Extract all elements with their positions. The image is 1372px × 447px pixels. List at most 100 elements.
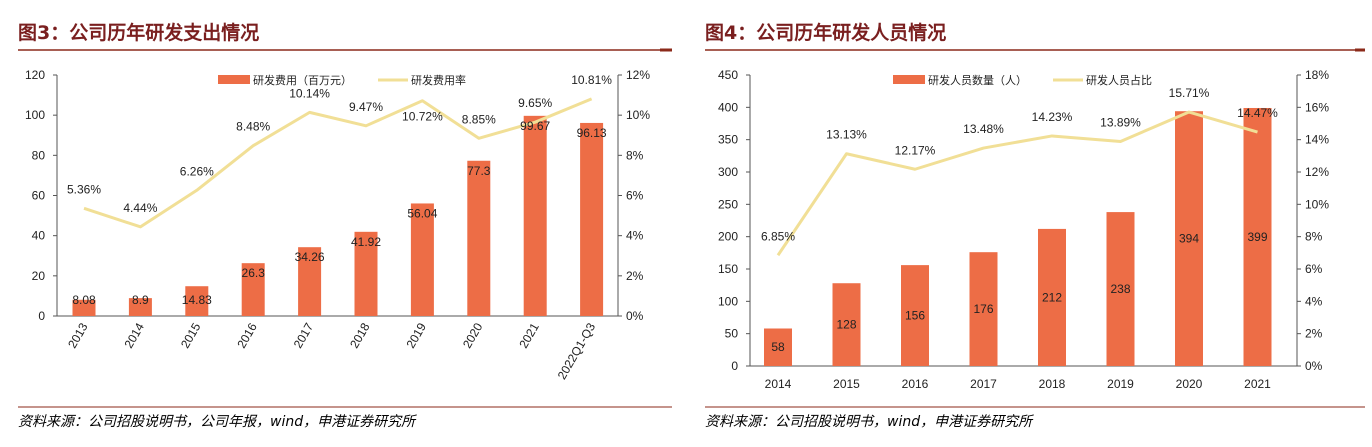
bar-data-label: 128 (836, 318, 856, 332)
bar-data-label: 212 (1042, 290, 1062, 304)
bar-data-label: 238 (1110, 282, 1130, 296)
left-tick-label: 300 (718, 165, 738, 179)
chart-rd-staff: 0 50 100 150 200 250 300 350 400 450 0% 2% 4% 6% 8% 10%… (718, 68, 1329, 391)
bar-2020 (467, 160, 491, 316)
bar-2013 (72, 299, 96, 316)
bar-data-label: 96.13 (577, 126, 607, 140)
bar-2015 (185, 286, 209, 316)
right-tick-label: 8% (1305, 230, 1323, 244)
right-tick-label: 0% (1305, 359, 1323, 373)
bar-2018 (1038, 228, 1066, 366)
bar-2019 (1106, 212, 1135, 366)
bar-data-label: 8.9 (132, 293, 149, 307)
chart-rd-expense: 0 20 40 60 80 100 120 0% 2% 4% 6% 8% 10% 12% 8.08 8.9 14… (25, 68, 650, 382)
right-tick-label: 6% (1305, 262, 1323, 276)
right-tick-label: 12% (626, 68, 650, 82)
right-tick-label: 10% (626, 108, 650, 122)
right-tick-label: 12% (1305, 165, 1329, 179)
bar-2020 (1175, 111, 1203, 366)
bar-2022Q1-Q3 (580, 122, 604, 316)
legend-swatch-bar (218, 75, 250, 84)
left-tick-label: 150 (718, 262, 738, 276)
left-tick-label: 40 (32, 229, 46, 243)
bar-2014 (128, 298, 152, 316)
left-tick-label: 0 (38, 309, 45, 323)
chart-title-fig4: 图4：公司历年研发人员情况 (705, 21, 946, 44)
x-tick-label: 2016 (902, 377, 929, 391)
legend-label-bar: 研发人员数量（人） (928, 73, 1027, 87)
legend-swatch-bar (893, 75, 925, 84)
x-tick-label: 2021 (1244, 377, 1271, 391)
x-tick-label: 2013 (65, 320, 91, 350)
right-tick-label: 8% (626, 148, 644, 162)
right-tick-label: 16% (1305, 100, 1329, 114)
line-data-label: 14.47% (1237, 106, 1278, 120)
right-tick-label: 4% (626, 229, 644, 243)
x-tick-label: 2017 (970, 377, 997, 391)
left-tick-label: 250 (718, 197, 738, 211)
x-tick-label: 2016 (234, 320, 260, 350)
x-tick-label: 2021 (516, 320, 542, 350)
bar-2018 (354, 231, 378, 316)
line-data-label: 10.72% (402, 110, 443, 124)
bar-data-label: 58 (771, 340, 785, 354)
left-tick-label: 450 (718, 68, 738, 82)
left-tick-label: 60 (32, 189, 46, 203)
left-tick-label: 120 (25, 68, 45, 82)
right-tick-label: 6% (626, 189, 644, 203)
bar-data-label: 41.92 (351, 235, 381, 249)
line-data-label: 9.65% (518, 96, 552, 110)
bar-2016 (241, 263, 265, 316)
right-tick-label: 0% (626, 309, 644, 323)
bar-data-label: 156 (905, 309, 925, 323)
bar-data-label: 8.08 (72, 293, 96, 307)
right-tick-label: 18% (1305, 68, 1329, 82)
line-data-label: 13.89% (1100, 115, 1141, 129)
line-data-label: 13.48% (963, 122, 1004, 136)
line-data-label: 6.85% (761, 229, 795, 243)
line-data-label: 5.36% (67, 182, 101, 196)
line-data-label: 8.85% (462, 112, 496, 126)
bar-2017 (298, 247, 322, 316)
bar-2014 (764, 328, 792, 366)
x-tick-label: 2019 (1107, 377, 1134, 391)
x-tick-label: 2019 (404, 320, 430, 350)
source-note-fig3: 资料来源：公司招股说明书，公司年报，wind，申港证券研究所 (18, 414, 417, 430)
left-tick-label: 200 (718, 230, 738, 244)
bar-data-label: 26.3 (242, 266, 266, 280)
x-tick-label: 2022Q1-Q3 (555, 320, 599, 382)
x-tick-label: 2018 (347, 320, 373, 350)
x-tick-label: 2015 (833, 377, 860, 391)
line-data-label: 15.71% (1169, 86, 1210, 100)
x-tick-label: 2018 (1039, 377, 1066, 391)
bar-data-label: 176 (973, 302, 993, 316)
left-tick-label: 0 (731, 359, 738, 373)
left-tick-label: 100 (718, 294, 738, 308)
chart-title-fig3: 图3：公司历年研发支出情况 (18, 21, 259, 44)
line-data-label: 4.44% (123, 201, 157, 215)
bar-data-label: 399 (1247, 230, 1267, 244)
left-tick-label: 350 (718, 133, 738, 147)
legend-label-bar: 研发费用（百万元） (253, 73, 352, 87)
right-tick-label: 4% (1305, 294, 1323, 308)
x-tick-label: 2017 (291, 320, 317, 350)
bar-data-label: 394 (1179, 232, 1199, 246)
line-data-label: 12.17% (895, 143, 936, 157)
line-series (83, 97, 593, 229)
right-tick-label: 2% (626, 269, 644, 283)
bar-2015 (832, 283, 861, 366)
x-tick-label: 2020 (460, 320, 486, 350)
bar-2019 (410, 203, 434, 316)
line-data-label: 13.13% (826, 128, 867, 142)
left-tick-label: 400 (718, 100, 738, 114)
right-tick-label: 14% (1305, 133, 1329, 147)
left-tick-label: 50 (725, 327, 739, 341)
right-tick-label: 2% (1305, 327, 1323, 341)
line-series (776, 110, 1258, 257)
bar-data-label: 99.67 (520, 119, 550, 133)
right-tick-label: 10% (1305, 197, 1329, 211)
line-data-label: 9.47% (349, 100, 383, 114)
line-data-label: 10.14% (289, 86, 330, 100)
bar-2017 (969, 252, 998, 366)
